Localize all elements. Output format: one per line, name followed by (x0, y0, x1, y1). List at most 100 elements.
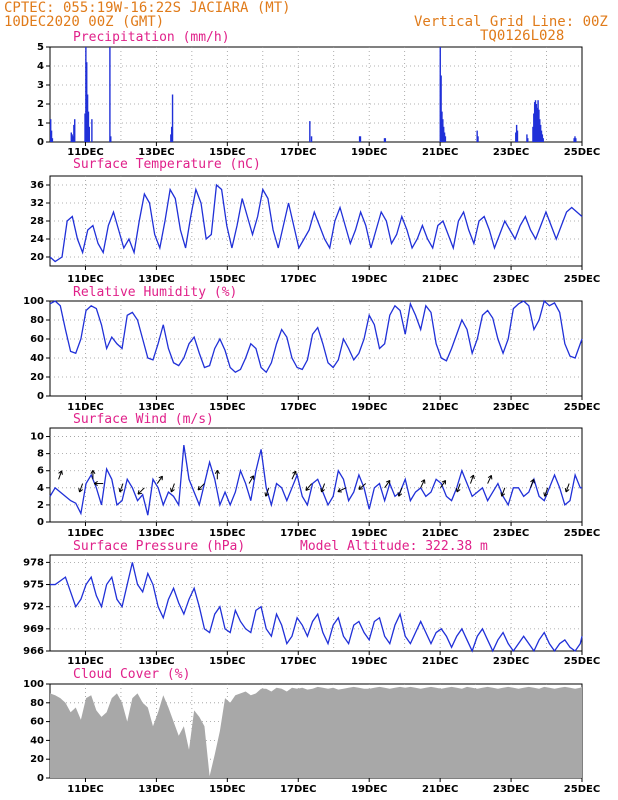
wind-arrow-head (92, 470, 96, 474)
y-tick-label: 966 (23, 646, 44, 657)
x-tick-label: 11DEC (67, 528, 103, 539)
x-tick-label: 13DEC (138, 656, 174, 667)
precip-bar (444, 136, 447, 142)
y-tick-label: 80 (30, 315, 44, 326)
wind-arrow-head (264, 492, 267, 497)
precip-bar (541, 134, 544, 142)
x-tick-label: 23DEC (493, 402, 529, 413)
wind-arrow-head (265, 493, 270, 497)
wind-arrow (170, 483, 175, 493)
x-tick-label: 11DEC (67, 402, 103, 413)
wind-arrow (58, 470, 63, 480)
precip-bar (91, 119, 93, 142)
y-tick-label: 6 (37, 466, 44, 477)
precip-bar (309, 121, 311, 142)
precip-bar (170, 126, 173, 142)
precip-bar (538, 109, 540, 142)
wind-arrow (420, 479, 425, 489)
header-grid-note: Vertical Grid Line: 00Z (414, 14, 608, 30)
y-tick-label: 32 (30, 198, 44, 209)
y-tick-label: 2 (37, 500, 44, 511)
y-tick-label: 1 (37, 118, 44, 129)
precip-bar (443, 132, 446, 142)
x-tick-label: 25DEC (564, 528, 600, 539)
precip-bar (542, 138, 544, 142)
y-tick-label: 4 (37, 61, 44, 72)
x-tick-label: 11DEC (67, 147, 103, 158)
x-tick-label: 19DEC (351, 274, 387, 285)
x-tick-label: 25DEC (564, 274, 600, 285)
wind-arrow-head (171, 489, 175, 493)
wind-arrow-head (487, 474, 492, 479)
y-tick-label: 4 (37, 483, 44, 494)
precip-bar (50, 119, 52, 142)
x-tick-label: 13DEC (138, 528, 174, 539)
wind-arrow-head (564, 487, 567, 493)
x-tick-label: 19DEC (351, 147, 387, 158)
plot-frame (49, 554, 583, 652)
y-tick-label: 972 (23, 602, 44, 613)
x-tick-label: 11DEC (67, 784, 103, 795)
y-tick-label: 3 (37, 80, 44, 91)
x-tick-label: 21DEC (422, 784, 458, 795)
y-tick-label: 60 (30, 717, 44, 728)
wind-arrow (384, 480, 391, 489)
y-tick-label: 20 (30, 252, 44, 263)
wind-arrow (440, 480, 446, 489)
wind-arrow-head (216, 470, 220, 474)
wind-arrow-head (441, 479, 446, 483)
x-tick-label: 15DEC (209, 784, 245, 795)
panel-title: Precipitation (mm/h) (73, 30, 230, 45)
y-tick-label: 60 (30, 334, 44, 345)
wind-arrow-head (118, 487, 121, 493)
x-tick-label: 15DEC (209, 656, 245, 667)
pressure-panel: 966 969 972 975 978 11DEC 13DEC 15DEC 17DEC 19DEC… (23, 539, 600, 667)
x-tick-label: 19DEC (351, 656, 387, 667)
precip-bar (384, 138, 387, 142)
wind-arrow-head (455, 487, 458, 493)
x-tick-label: 21DEC (422, 528, 458, 539)
wind-arrow (469, 474, 474, 484)
y-tick-label: 0 (37, 517, 44, 528)
y-tick-label: 100 (23, 296, 44, 307)
y-tick-label: 2 (37, 99, 44, 110)
x-tick-label: 17DEC (280, 274, 316, 285)
precip-bar (526, 134, 528, 142)
wind-arrow-head (61, 470, 63, 475)
y-tick-label: 100 (23, 679, 44, 690)
precip-bar (574, 136, 576, 142)
wind-arrow-head (249, 475, 254, 479)
wind-arrow (137, 487, 145, 495)
header-run-time: 10DEC2020 00Z (GMT) (4, 14, 164, 30)
temperature-panel: 20 24 28 32 36 11DEC 13DEC 15DEC 17DEC 19DEC 21DEC… (30, 157, 600, 285)
wind-arrow-head (544, 493, 549, 497)
wind-arrow (156, 475, 163, 484)
plot-frame (49, 427, 583, 523)
x-tick-label: 23DEC (493, 784, 529, 795)
precip-bar (573, 138, 575, 142)
x-tick-label: 19DEC (351, 528, 387, 539)
wind-arrow-head (137, 490, 140, 495)
precip-bar (442, 119, 444, 142)
wind-arrow-head (79, 489, 83, 493)
precip-bar (540, 130, 543, 142)
precip-bar (74, 119, 76, 142)
y-tick-label: 8 (37, 449, 44, 460)
x-tick-label: 25DEC (564, 402, 600, 413)
wind-arrow (305, 483, 313, 491)
wind-arrow-head (398, 493, 403, 497)
precip-bar (84, 113, 86, 142)
precip-bar (110, 136, 112, 142)
precip-bar (477, 136, 479, 142)
wind-arrow-head (320, 487, 322, 493)
wind-arrow-head (170, 487, 172, 493)
model-altitude-note: Model Altitude: 322.38 m (300, 539, 488, 554)
y-tick-label: 36 (30, 180, 44, 191)
wind-arrow-head (397, 492, 400, 497)
wind-arrow-head (543, 492, 546, 497)
x-tick-label: 23DEC (493, 656, 529, 667)
wind-arrow (321, 483, 326, 493)
y-tick-label: 0 (37, 391, 44, 402)
x-tick-label: 11DEC (67, 274, 103, 285)
